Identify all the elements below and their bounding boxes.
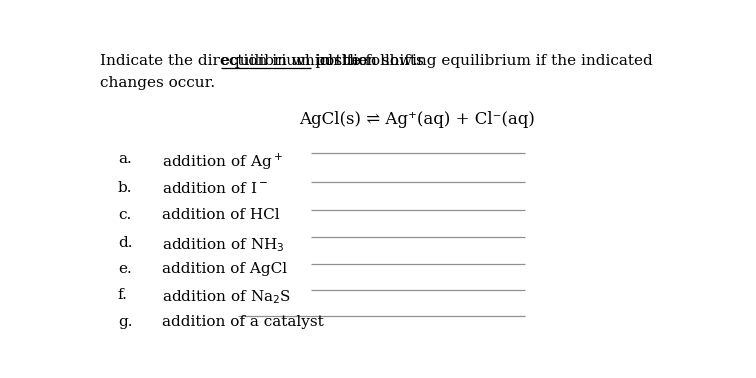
- Text: g.: g.: [118, 314, 132, 328]
- Text: in the following equilibrium if the indicated: in the following equilibrium if the indi…: [311, 54, 652, 68]
- Text: f.: f.: [118, 288, 128, 302]
- Text: addition of AgCl: addition of AgCl: [162, 262, 287, 276]
- Text: a.: a.: [118, 152, 132, 166]
- Text: equilibrium position shifts: equilibrium position shifts: [221, 54, 423, 68]
- Text: addition of NH$_3$: addition of NH$_3$: [162, 236, 284, 254]
- Text: e.: e.: [118, 262, 132, 276]
- Text: addition of Ag$^+$: addition of Ag$^+$: [162, 152, 283, 172]
- Text: d.: d.: [118, 236, 132, 250]
- Text: addition of Na$_2$S: addition of Na$_2$S: [162, 288, 291, 306]
- Text: c.: c.: [118, 208, 132, 222]
- Text: Indicate the direction in which the: Indicate the direction in which the: [101, 54, 373, 68]
- Text: b.: b.: [118, 181, 132, 195]
- Text: addition of a catalyst: addition of a catalyst: [162, 314, 324, 328]
- Text: changes occur.: changes occur.: [101, 76, 215, 90]
- Text: addition of I$^-$: addition of I$^-$: [162, 181, 268, 196]
- Text: addition of HCl: addition of HCl: [162, 208, 280, 222]
- Text: AgCl(s) ⇌ Ag⁺(aq) + Cl⁻(aq): AgCl(s) ⇌ Ag⁺(aq) + Cl⁻(aq): [299, 111, 535, 128]
